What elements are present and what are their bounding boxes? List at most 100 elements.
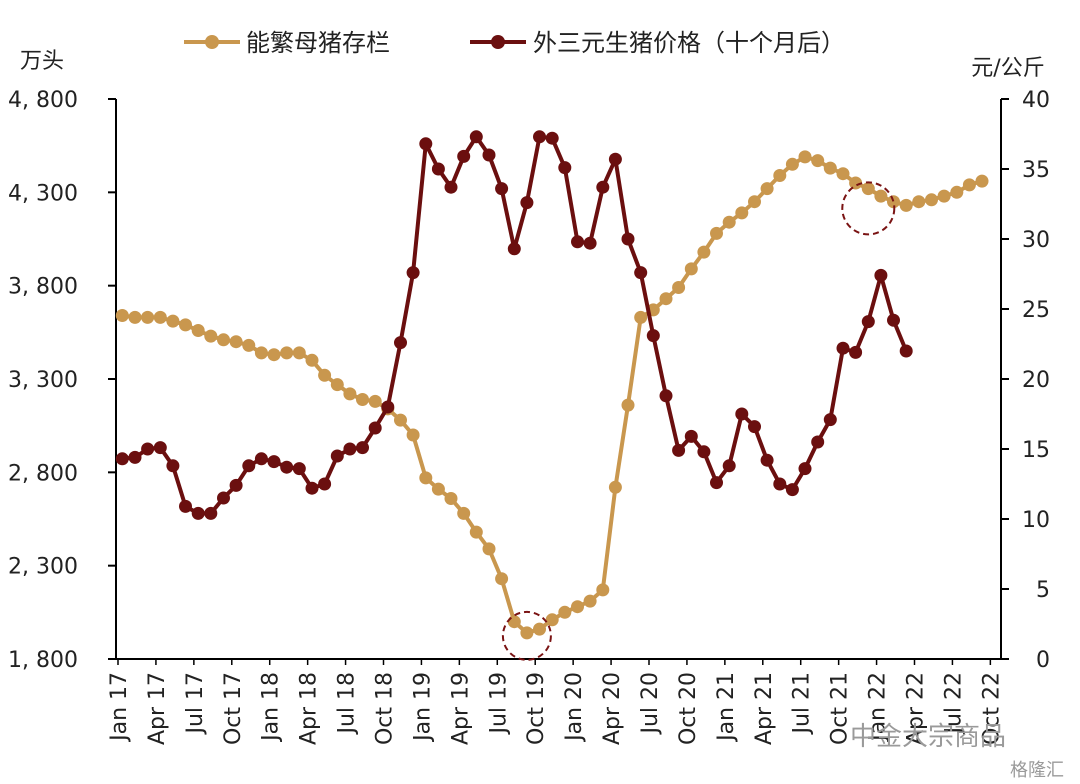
left-tick-label: 4, 300 [8, 181, 78, 206]
data-point [306, 482, 319, 495]
left-tick-label: 1, 800 [8, 648, 78, 673]
watermark-text-2: 格隆汇 [1010, 760, 1064, 781]
data-point [710, 476, 723, 489]
x-tick-label: Jan 18 [259, 672, 284, 743]
data-point [255, 346, 268, 359]
legend-label: 能繁母猪存栏 [246, 29, 390, 57]
x-tick-label: Oct 18 [373, 672, 398, 745]
right-tick-label: 25 [1022, 298, 1050, 323]
data-point [660, 292, 673, 305]
series-line [122, 157, 982, 633]
data-point [596, 181, 609, 194]
data-point [356, 441, 369, 454]
data-point [697, 246, 710, 259]
data-point [748, 420, 761, 433]
data-point [584, 595, 597, 608]
data-point [141, 311, 154, 324]
legend-item-2: 外三元生猪价格（十个月后） [470, 29, 845, 57]
data-point [192, 507, 205, 520]
data-point [761, 182, 774, 195]
data-point [672, 444, 685, 457]
x-tick-label: Apr 17 [145, 672, 170, 745]
watermark-text-1: 中金大宗商品 [850, 722, 1006, 752]
right-tick-label: 30 [1022, 228, 1050, 253]
data-point [369, 395, 382, 408]
legend-swatch-marker [491, 35, 505, 49]
data-point [419, 471, 432, 484]
data-point [407, 266, 420, 279]
data-point [166, 459, 179, 472]
data-point [723, 216, 736, 229]
data-point [634, 266, 647, 279]
series-2 [116, 130, 913, 520]
x-tick-label: Oct 19 [524, 672, 549, 745]
data-point [685, 262, 698, 275]
data-point [558, 161, 571, 174]
data-point [546, 613, 559, 626]
left-tick-label: 3, 800 [8, 275, 78, 300]
data-point [293, 462, 306, 475]
data-point [723, 459, 736, 472]
x-tick-label: Apr 18 [297, 672, 322, 745]
data-point [470, 130, 483, 143]
data-point [584, 237, 597, 250]
data-point [571, 600, 584, 613]
data-point [533, 130, 546, 143]
data-point [255, 452, 268, 465]
data-point [660, 389, 673, 402]
left-tick-label: 4, 800 [8, 88, 78, 113]
data-point [837, 342, 850, 355]
x-tick-label: Jan 17 [107, 672, 132, 743]
x-tick-label: Jan 20 [562, 672, 587, 743]
data-point [457, 150, 470, 163]
data-point [558, 606, 571, 619]
data-point [116, 309, 129, 322]
data-point [874, 190, 887, 203]
data-point [634, 311, 647, 324]
data-point [900, 199, 913, 212]
data-point [280, 461, 293, 474]
data-point [331, 378, 344, 391]
data-point [824, 413, 837, 426]
axes: 4, 800 4, 300 3, 800 3, 300 2, 800 2, 300 1, 8… [8, 49, 1050, 745]
data-point [280, 346, 293, 359]
data-point [735, 408, 748, 421]
data-point [483, 149, 496, 162]
data-point [483, 542, 496, 555]
series-layer [116, 130, 989, 639]
data-point [697, 445, 710, 458]
data-point [495, 182, 508, 195]
data-point [609, 481, 622, 494]
data-point [230, 335, 243, 348]
x-tick-label: Apr 19 [448, 672, 473, 745]
data-point [748, 195, 761, 208]
x-tick-label: Jul 17 [183, 672, 208, 736]
data-point [622, 233, 635, 246]
series-line [122, 137, 906, 514]
data-point [318, 478, 331, 491]
x-tick-label: Jul 20 [638, 672, 663, 736]
data-point [129, 311, 142, 324]
data-point [950, 186, 963, 199]
data-point [407, 429, 420, 442]
data-point [457, 507, 470, 520]
data-point [811, 154, 824, 167]
data-point [432, 163, 445, 176]
data-point [445, 492, 458, 505]
data-point [761, 454, 774, 467]
x-tick-label: Jan 21 [714, 672, 739, 743]
data-point [445, 181, 458, 194]
data-point [837, 167, 850, 180]
data-point [116, 452, 129, 465]
data-point [824, 162, 837, 175]
data-point [546, 132, 559, 145]
data-point [369, 422, 382, 435]
left-tick-label: 2, 800 [8, 461, 78, 486]
data-point [268, 455, 281, 468]
data-point [710, 227, 723, 240]
data-point [242, 459, 255, 472]
data-point [343, 443, 356, 456]
data-point [217, 492, 230, 505]
